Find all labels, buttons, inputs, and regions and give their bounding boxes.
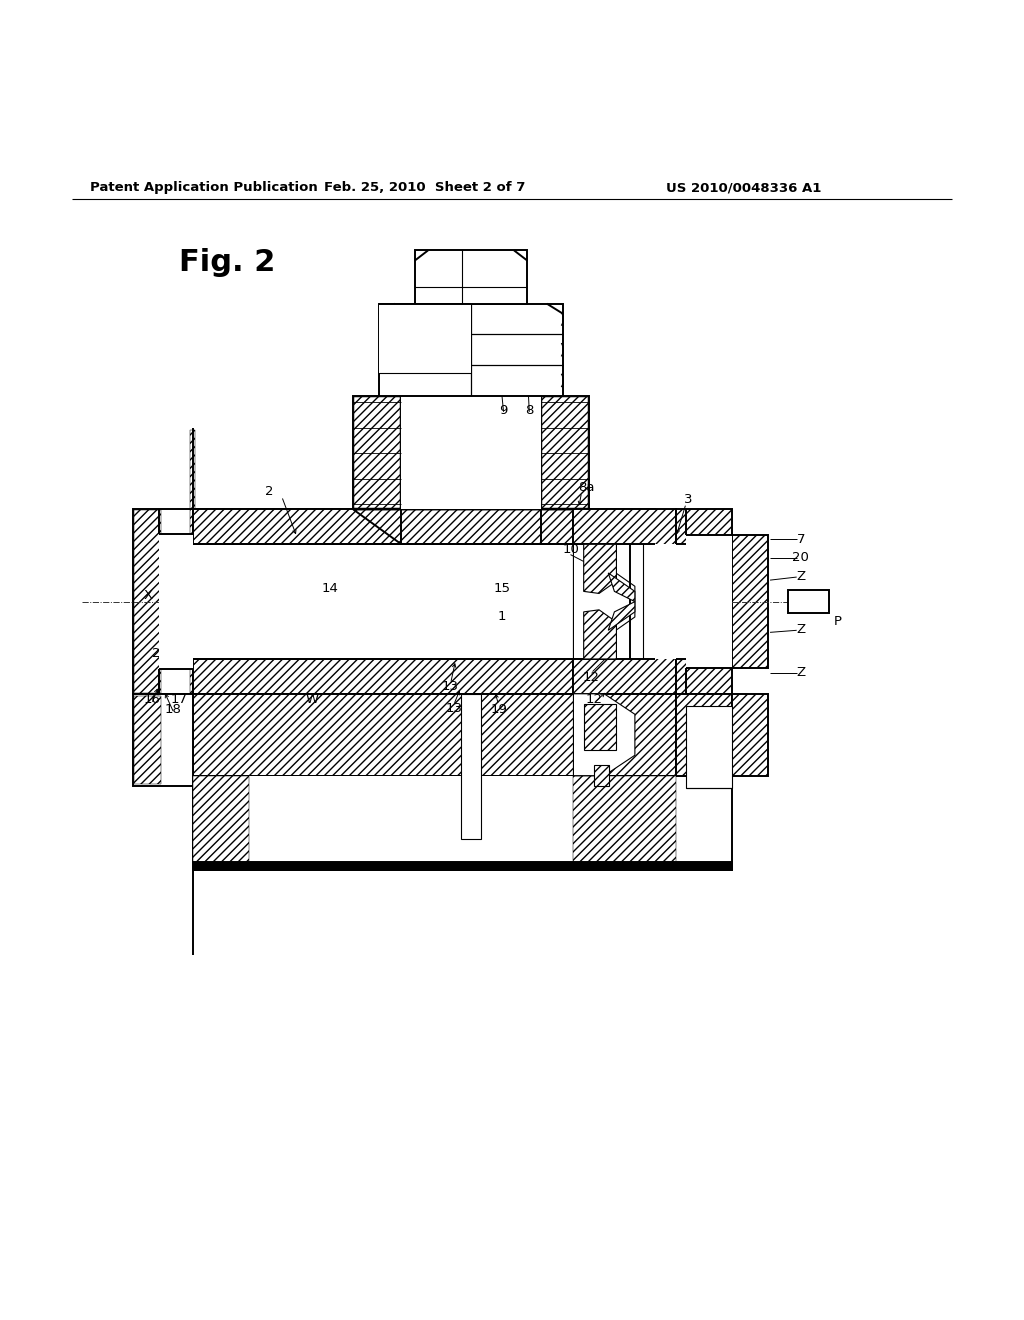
Bar [193, 776, 732, 870]
Bar [542, 397, 588, 508]
Text: Fig. 2: Fig. 2 [179, 248, 275, 277]
Text: 8: 8 [525, 404, 534, 417]
Bar [676, 544, 732, 659]
Bar [159, 535, 193, 669]
Text: 13: 13 [442, 680, 459, 693]
Text: P: P [834, 615, 842, 627]
Text: 10: 10 [563, 543, 580, 556]
Polygon shape [608, 602, 635, 631]
Text: 1: 1 [498, 610, 506, 623]
Bar [461, 694, 481, 840]
Bar [379, 304, 471, 374]
Bar [686, 706, 732, 788]
Polygon shape [584, 610, 616, 659]
Text: 2: 2 [265, 484, 273, 498]
Text: 9: 9 [500, 404, 508, 417]
Bar [195, 512, 653, 543]
Polygon shape [193, 659, 573, 694]
Text: W: W [306, 693, 318, 706]
Bar [676, 694, 732, 776]
Bar [193, 544, 573, 659]
Polygon shape [193, 510, 573, 544]
Bar [134, 511, 161, 693]
Polygon shape [573, 694, 635, 776]
Bar [195, 661, 653, 692]
Text: 9: 9 [472, 706, 480, 718]
Text: 3: 3 [684, 492, 692, 506]
Text: 18: 18 [165, 702, 181, 715]
Polygon shape [193, 510, 589, 659]
Bar [732, 535, 768, 668]
Text: Z: Z [797, 623, 805, 636]
Text: 8a: 8a [579, 482, 595, 495]
Text: 12: 12 [583, 671, 599, 684]
Bar [415, 251, 527, 304]
Bar [134, 696, 161, 784]
Text: 20: 20 [793, 552, 809, 564]
Text: US 2010/0048336 A1: US 2010/0048336 A1 [666, 181, 821, 194]
Polygon shape [584, 704, 616, 750]
Bar [190, 429, 195, 774]
Bar [133, 510, 193, 694]
Bar [401, 396, 541, 510]
Bar [193, 694, 676, 776]
Bar [193, 776, 249, 867]
Bar [686, 535, 732, 668]
Text: 17: 17 [171, 693, 187, 706]
Text: 19: 19 [490, 702, 507, 715]
Text: Patent Application Publication: Patent Application Publication [90, 181, 317, 194]
Bar [193, 776, 676, 870]
Text: 14: 14 [322, 582, 338, 595]
Text: 21: 21 [153, 647, 169, 660]
Bar [573, 510, 676, 694]
Bar [133, 694, 193, 785]
Polygon shape [608, 573, 635, 602]
Bar [379, 304, 563, 396]
Text: 13: 13 [445, 702, 462, 714]
Text: X: X [144, 589, 153, 602]
Text: 15: 15 [494, 582, 510, 595]
Bar [193, 510, 655, 544]
Bar [193, 659, 655, 694]
Bar [732, 694, 768, 776]
Text: Z: Z [797, 569, 805, 582]
Bar [193, 544, 655, 659]
Text: 16: 16 [143, 693, 160, 706]
Polygon shape [584, 544, 616, 594]
Bar [676, 510, 732, 694]
Text: Z: Z [797, 665, 805, 678]
Bar [353, 396, 401, 510]
Bar [573, 776, 676, 867]
Text: 12: 12 [586, 693, 602, 706]
Text: 22: 22 [584, 582, 600, 595]
Bar [354, 397, 400, 508]
Text: Feb. 25, 2010  Sheet 2 of 7: Feb. 25, 2010 Sheet 2 of 7 [325, 181, 525, 194]
Bar [541, 396, 589, 510]
Bar [594, 766, 609, 785]
Bar [573, 544, 676, 659]
Text: 7: 7 [797, 533, 805, 545]
Bar [788, 590, 829, 612]
Polygon shape [573, 544, 635, 659]
Bar [193, 862, 732, 870]
